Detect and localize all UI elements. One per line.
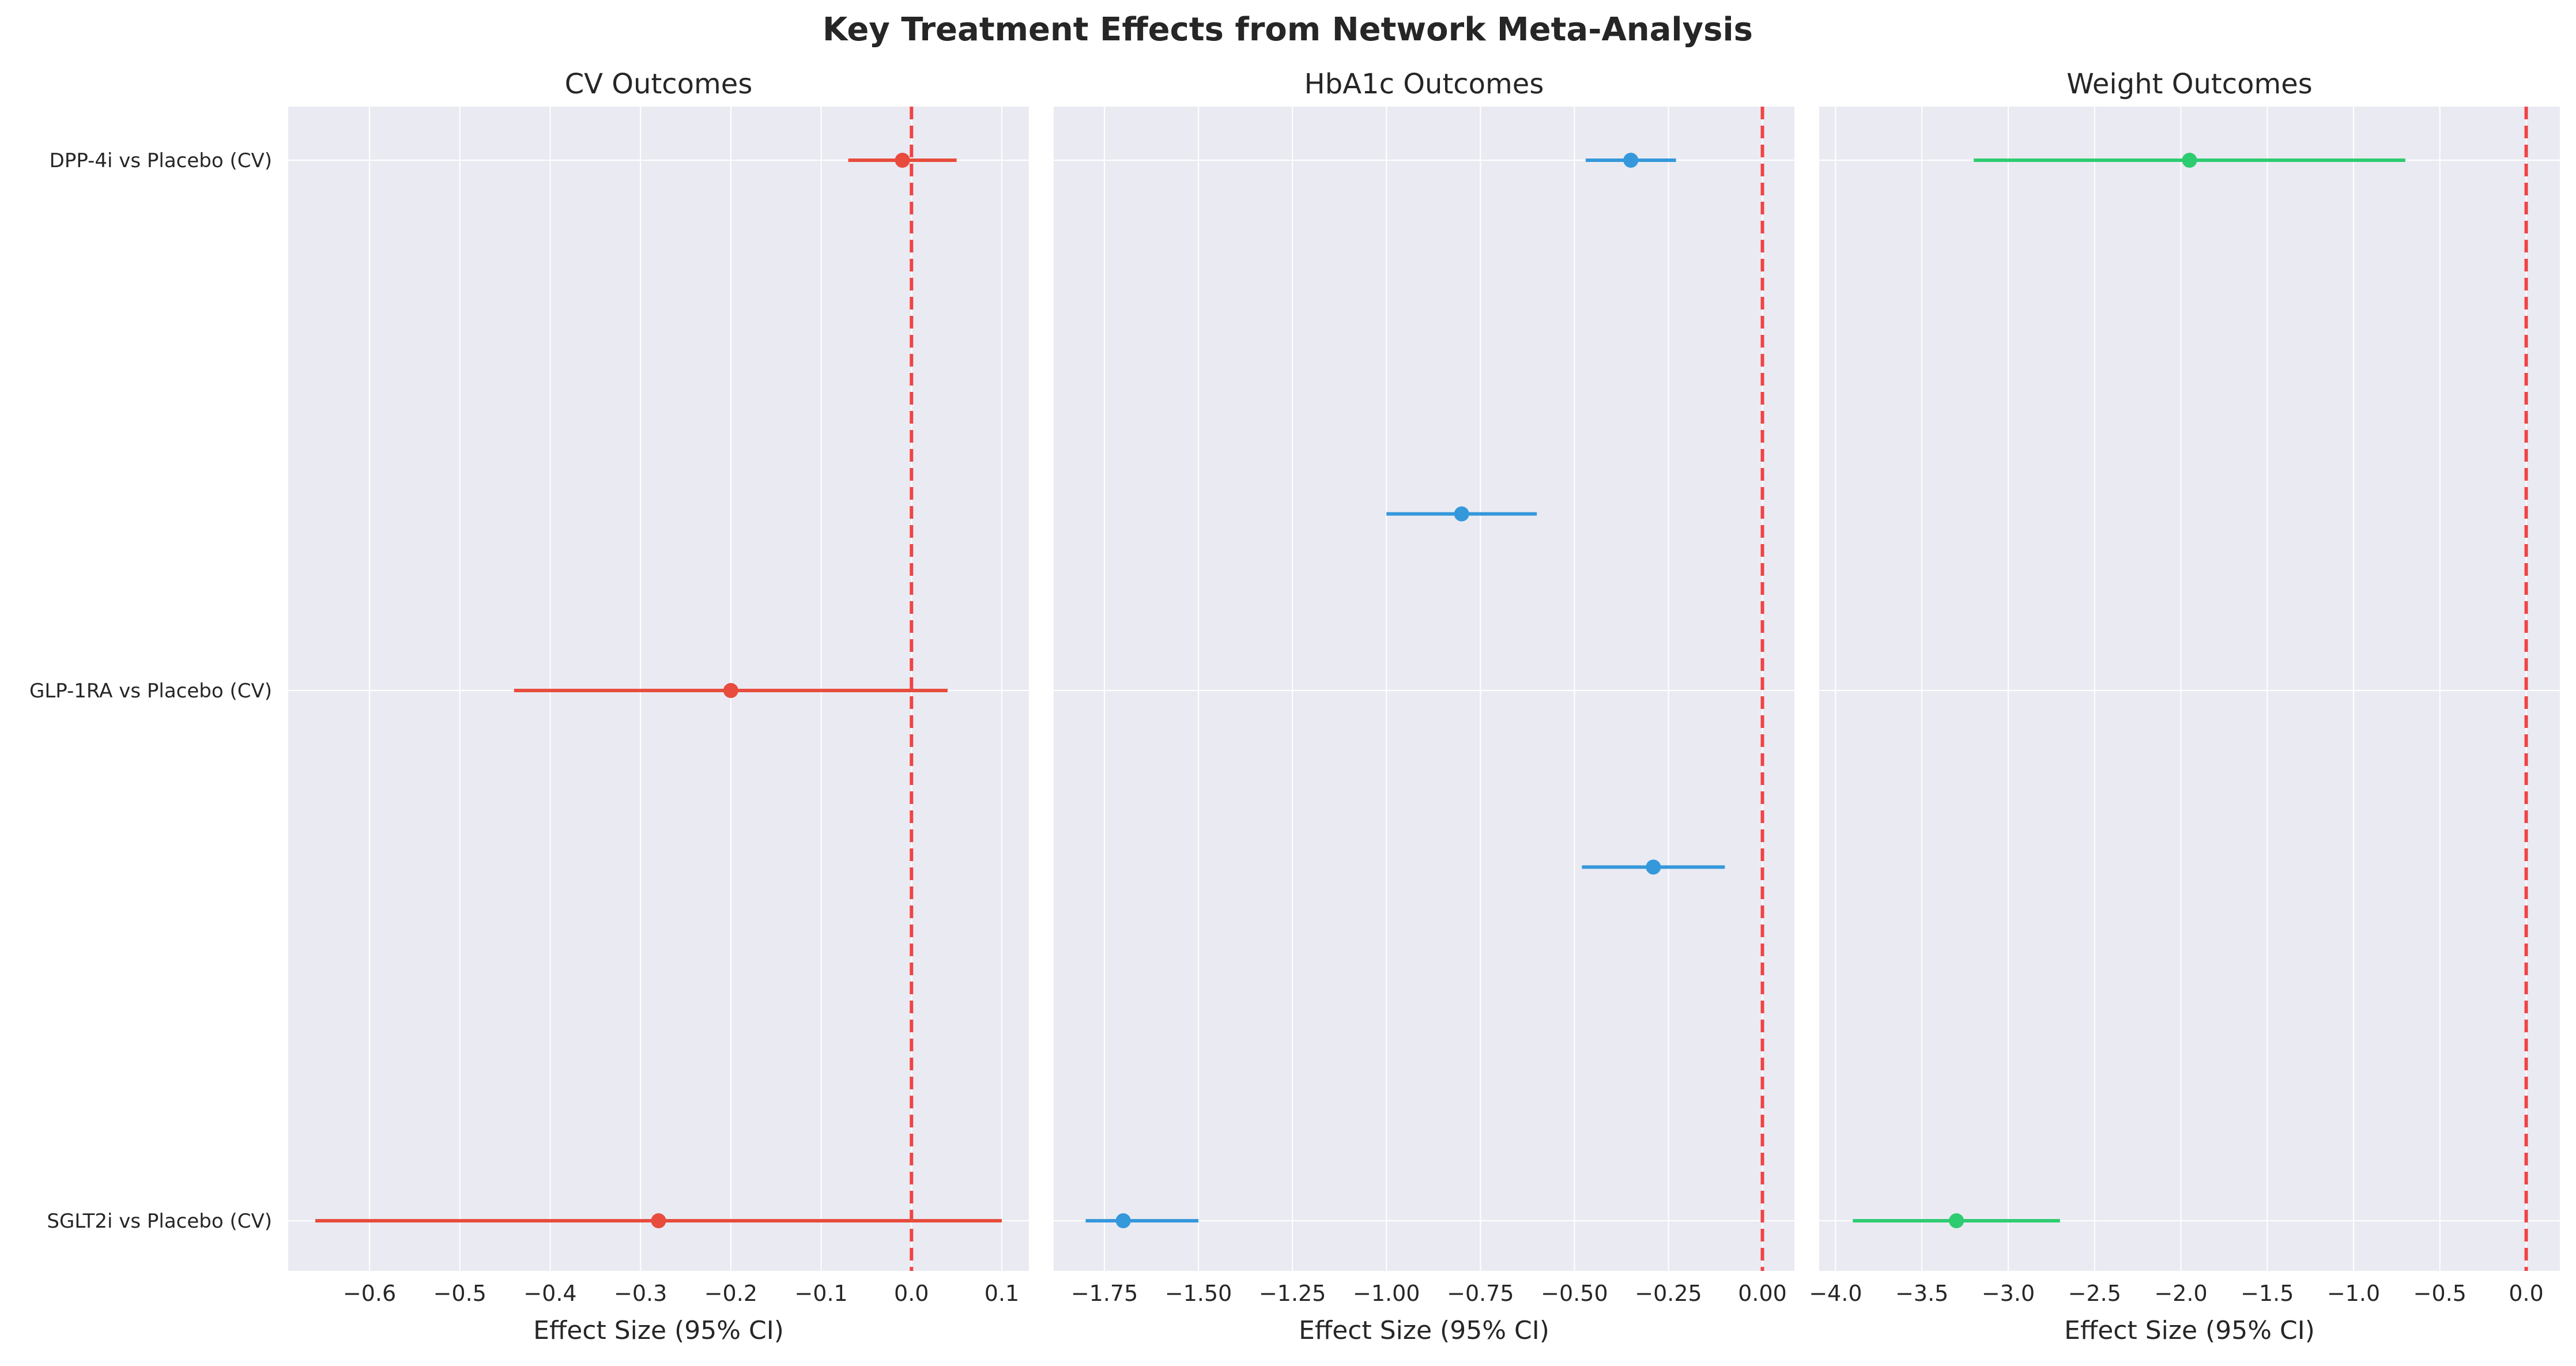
x-tick-label: −1.0 [2327,1281,2380,1306]
panel-1: −0.6 −0.5 −0.4 −0.3 −0.2 −0.1 0.0 0.1 DPP-4i vs … [29,68,1029,1345]
y-tick-label: GLP-1RA vs Placebo (CV) [29,680,272,703]
x-tick-label: −0.4 [523,1281,576,1306]
x-tick-label: −0.6 [343,1281,396,1306]
point-estimate [651,1213,666,1228]
x-tick-label: 0.0 [2509,1281,2543,1306]
point-estimate [1454,506,1469,522]
x-axis-label: Effect Size (95% CI) [1299,1316,1549,1345]
x-tick-label: −2.0 [2154,1281,2207,1306]
x-tick-label: −0.3 [614,1281,667,1306]
x-tick-label: −0.25 [1635,1281,1702,1306]
point-estimate [895,153,910,168]
point-estimate [1115,1213,1131,1228]
x-tick-label: −3.0 [1982,1281,2035,1306]
x-axis-label: Effect Size (95% CI) [533,1316,784,1345]
x-tick-label: −3.5 [1895,1281,1948,1306]
x-tick-label: −0.5 [2413,1281,2466,1306]
x-axis-label: Effect Size (95% CI) [2064,1316,2315,1345]
point-estimate [2182,153,2197,168]
plot-area [1819,107,2560,1271]
x-tick-label: −2.5 [2068,1281,2121,1306]
point-estimate [1949,1213,1964,1228]
x-tick-label: −0.5 [433,1281,486,1306]
x-tick-label: −0.50 [1541,1281,1608,1306]
panel-title: HbA1c Outcomes [1304,68,1544,100]
x-tick-label: 0.00 [1738,1281,1787,1306]
x-tick-label: −0.2 [704,1281,757,1306]
x-tick-label: −4.0 [1809,1281,1862,1306]
y-tick-label: DPP-4i vs Placebo (CV) [50,149,272,172]
x-tick-label: −1.5 [2241,1281,2294,1306]
panel-3: −4.0 −3.5 −3.0 −2.5 −2.0 −1.5 −1.0 −0.5 0.0 Weigh… [1809,68,2560,1345]
x-tick-label: −1.25 [1259,1281,1326,1306]
point-estimate [1646,859,1661,875]
x-tick-label: −1.75 [1071,1281,1138,1306]
point-estimate [723,683,738,698]
figure-title: Key Treatment Effects from Network Meta-… [823,11,1753,48]
panel-title: CV Outcomes [565,68,753,100]
x-tick-label: 0.1 [985,1281,1019,1306]
panel-title: Weight Outcomes [2066,68,2313,100]
plot-area [1054,107,1794,1271]
x-tick-label: −0.75 [1447,1281,1514,1306]
y-tick-label: SGLT2i vs Placebo (CV) [47,1210,272,1233]
point-estimate [1623,153,1639,168]
x-tick-label: 0.0 [894,1281,929,1306]
panel-2: −1.75 −1.50 −1.25 −1.00 −0.75 −0.50 −0.25 0.00 H… [1054,68,1794,1345]
x-tick-label: −1.00 [1353,1281,1420,1306]
x-tick-label: −0.1 [794,1281,847,1306]
x-tick-label: −1.50 [1165,1281,1232,1306]
